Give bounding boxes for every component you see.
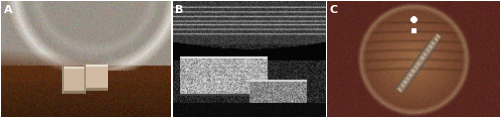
Text: B: B [175,5,183,15]
Text: A: A [4,5,12,15]
Text: C: C [329,5,337,15]
